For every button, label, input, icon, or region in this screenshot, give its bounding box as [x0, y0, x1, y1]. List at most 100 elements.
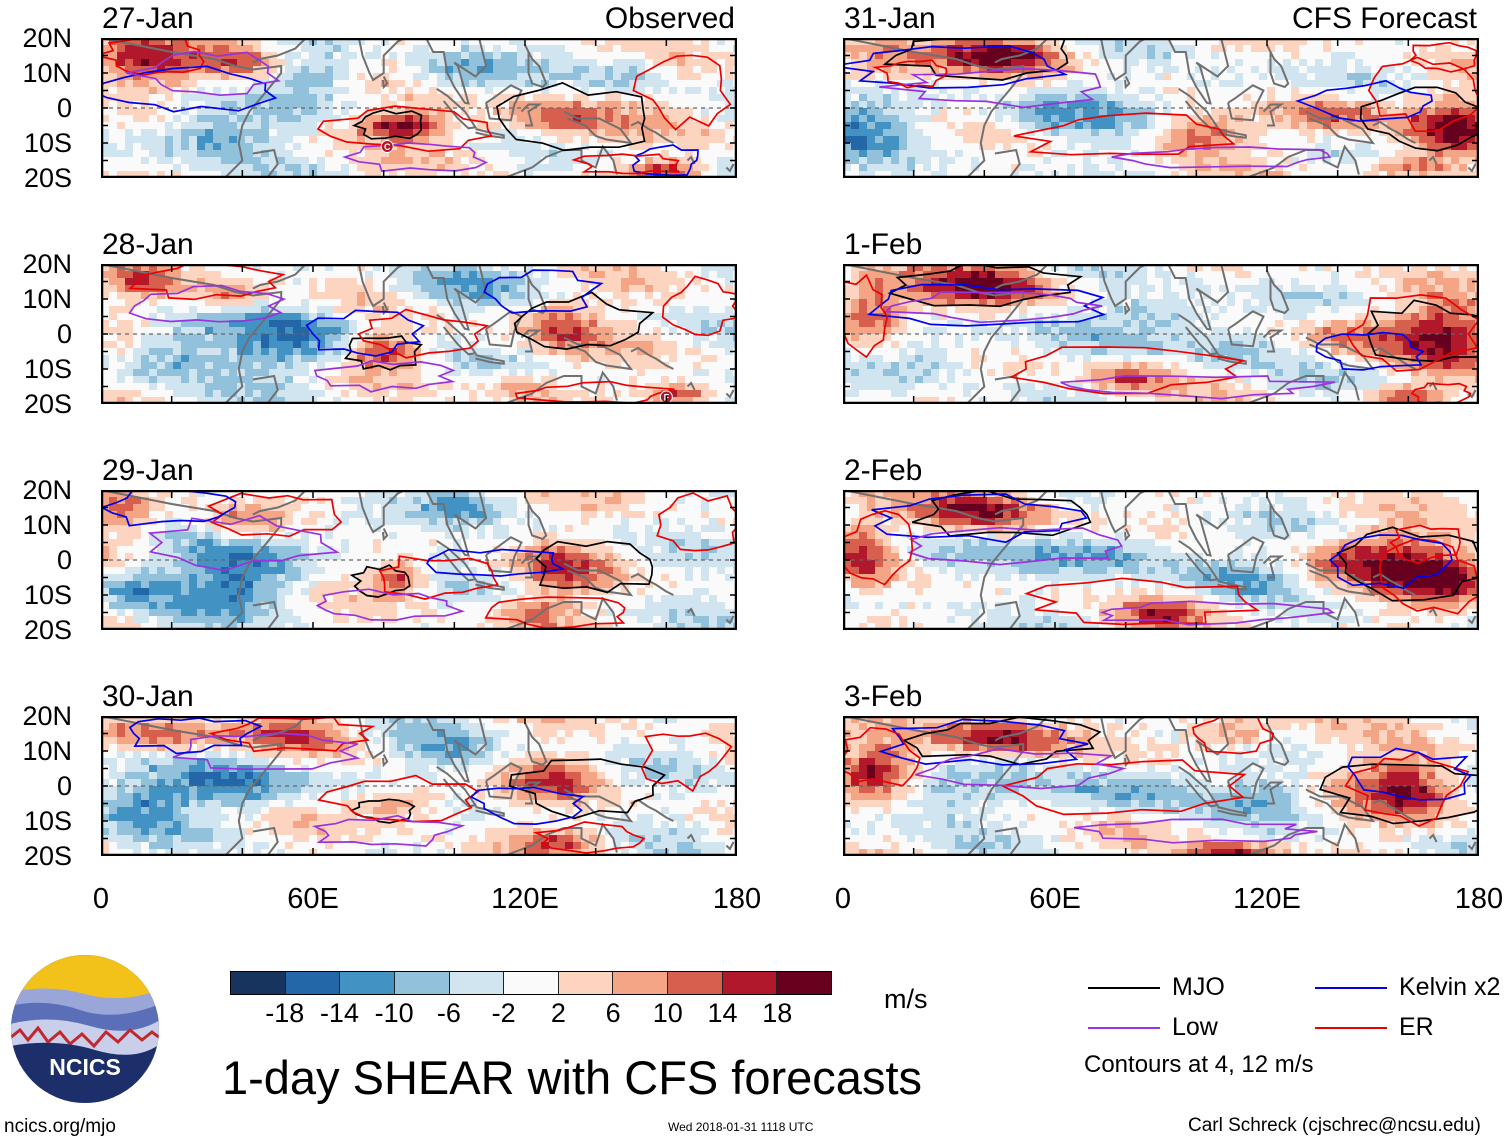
coastline: [475, 354, 505, 365]
coastline: [1262, 329, 1285, 353]
coastline: [1467, 615, 1477, 625]
coastline: [252, 374, 279, 404]
lat-tick-label: 20N: [22, 475, 72, 505]
colorbar-tick-label: 10: [652, 998, 683, 1028]
coastline: [1167, 38, 1230, 105]
lat-tick-label: 0: [56, 771, 72, 801]
coastline: [425, 264, 488, 331]
colorbar: [230, 971, 832, 995]
coastline: [475, 128, 505, 139]
coastline: [252, 148, 279, 178]
legend-line-er: [1315, 1027, 1387, 1029]
coastline: [843, 716, 1025, 856]
contour-low: [342, 142, 489, 173]
colorbar-tick-label: 18: [762, 998, 793, 1028]
contour-er: [1408, 41, 1478, 73]
panel-date-label: 31-Jan: [844, 2, 936, 35]
lat-tick-label: 20S: [23, 841, 72, 871]
lat-tick-label: 10N: [22, 284, 72, 314]
contour-er: [316, 105, 493, 153]
coastline: [524, 722, 548, 767]
contour-mjo: [351, 109, 423, 140]
lat-tick-label: 20N: [22, 249, 72, 279]
lat-tick-label: 20N: [22, 23, 72, 53]
coastline: [1262, 555, 1285, 579]
coastline: [1262, 781, 1285, 805]
coastline: [101, 490, 283, 630]
contour-mjo: [535, 540, 654, 594]
shear-field: [101, 264, 737, 404]
coastline: [1245, 144, 1360, 178]
coastline: [485, 84, 523, 122]
contour-er: [378, 555, 499, 600]
coastline: [725, 389, 735, 399]
coastline: [436, 87, 478, 130]
coastline: [425, 716, 488, 783]
contour-er: [843, 726, 921, 787]
lon-tick-label: 120E: [491, 883, 559, 915]
contour-kelvin-x2: [101, 65, 278, 113]
colorbar-box: [340, 972, 395, 994]
contour-mjo: [513, 291, 655, 350]
lat-tick-label: 20S: [23, 615, 72, 645]
coastline: [485, 310, 523, 348]
contour-kelvin-x2: [871, 493, 1088, 544]
lat-tick-label: 20N: [22, 701, 72, 731]
forecast-label: CFS Forecast: [1291, 2, 1477, 35]
coastline: [725, 841, 735, 851]
coastline: [563, 562, 634, 597]
contour-low: [315, 588, 466, 621]
coastline: [1305, 788, 1376, 823]
colorbar-box: [285, 972, 341, 994]
coastline: [520, 329, 543, 353]
contour-kelvin-x2: [469, 786, 586, 825]
coastline: [1124, 76, 1131, 90]
coastline: [1178, 539, 1220, 582]
coastline: [630, 120, 650, 130]
coastline: [1178, 87, 1220, 130]
coastline: [1305, 110, 1376, 145]
map-panel-30-Jan: [101, 716, 737, 856]
contour-mjo: [902, 716, 1102, 766]
colorbar-tick-label: 6: [605, 998, 621, 1028]
contour-kelvin-x2: [305, 309, 426, 357]
coastline: [425, 38, 488, 105]
coastline: [1390, 806, 1416, 822]
colorbar-box: [613, 972, 669, 994]
coastline: [1372, 346, 1392, 356]
coastline: [252, 490, 307, 516]
contour-low: [126, 50, 281, 97]
contour-mjo: [882, 38, 1069, 81]
coastline: [382, 76, 389, 90]
coastline: [1099, 490, 1148, 534]
coastline: [1428, 607, 1438, 617]
contour-er: [1013, 112, 1236, 156]
colorbar-box: [504, 972, 559, 994]
coastline: [520, 555, 543, 579]
panel-date-label: 27-Jan: [102, 2, 194, 35]
contour-kelvin-x2: [1295, 79, 1433, 123]
coastline: [1178, 313, 1220, 356]
coastline: [1467, 163, 1477, 173]
coastline: [503, 370, 618, 404]
contour-er: [656, 492, 737, 552]
coastline: [563, 110, 634, 145]
panel-date-label: 2-Feb: [844, 454, 923, 487]
contour-mjo: [508, 758, 667, 820]
coastline: [1245, 596, 1360, 630]
contour-kelvin-x2: [1315, 331, 1425, 371]
contour-low: [1060, 375, 1336, 400]
contour-er: [532, 821, 646, 854]
colorbar-tick-label: -2: [491, 998, 516, 1028]
colorbar-box: [668, 972, 723, 994]
contour-er: [1192, 716, 1275, 755]
footer-site-link[interactable]: ncics.org/mjo: [4, 1116, 116, 1137]
legend-line-low: [1088, 1027, 1160, 1029]
coastline: [648, 128, 674, 144]
lon-tick-label: 180: [1454, 883, 1504, 915]
contour-er: [484, 596, 626, 630]
coastline: [725, 615, 735, 625]
coastline: [994, 490, 1049, 516]
coastline: [994, 716, 1049, 742]
coastline: [1167, 490, 1230, 557]
